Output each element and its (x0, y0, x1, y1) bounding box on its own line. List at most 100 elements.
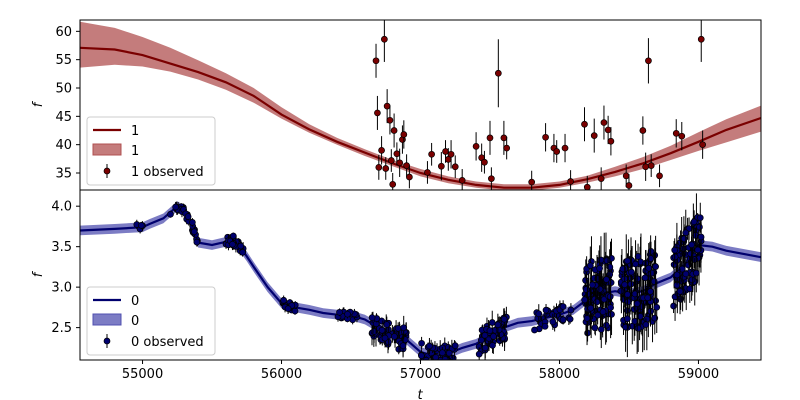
bottom-observed-point (634, 324, 642, 332)
bottom-observed-point (477, 336, 485, 344)
top-observed-point (437, 162, 445, 170)
bottom-observed-point (642, 321, 650, 328)
top-observed-point (406, 173, 413, 181)
bottom-observed-point (137, 222, 145, 229)
bottom-observed-point (697, 233, 705, 241)
bottom-observed-point (481, 331, 489, 339)
bottom-observed-point (586, 262, 594, 269)
top-observed-point (678, 132, 686, 140)
bottom-observed-point (603, 276, 610, 283)
top-observed-point (442, 148, 449, 155)
bottom-observed-point (399, 342, 407, 350)
top-observed-point (389, 180, 397, 188)
bottom-observed-point (632, 260, 639, 268)
bottom-legend: 0 0 0 observed (86, 286, 216, 356)
bottom-observed-point (429, 359, 434, 360)
top-plot-area (80, 20, 761, 190)
bottom-observed-point (486, 327, 494, 334)
top-observed-point (458, 177, 466, 184)
bottom-observed-point (597, 256, 605, 264)
top-observed-point (625, 182, 633, 189)
top-legend-point-swatch (103, 167, 111, 175)
top-legend-band-swatch (92, 143, 122, 156)
bottom-observed-point (394, 324, 402, 332)
top-observed-point (383, 102, 391, 110)
top-observed-point (447, 150, 455, 158)
bottom-observed-point (451, 342, 459, 349)
top-y-tick-label: 45 (55, 110, 72, 125)
bottom-observed-point (692, 269, 700, 277)
top-observed-point (386, 116, 394, 124)
top-y-tick-label: 55 (55, 53, 72, 68)
bottom-observed-point (589, 281, 596, 289)
top-observed-point (553, 148, 561, 155)
bottom-observed-point (608, 310, 615, 318)
bottom-observed-point (229, 240, 236, 248)
bottom-panel: 2.5 3.0 3.5 4.0 55000 56000 57000 58000 59000 f… (31, 189, 762, 400)
top-observed-point (622, 172, 630, 180)
top-observed-point (393, 150, 401, 158)
bottom-observed-point (696, 223, 703, 231)
top-observed-point (528, 178, 536, 186)
top-y-tick-label: 50 (55, 82, 72, 97)
bottom-observed-point (652, 263, 659, 271)
top-observed-point (645, 57, 652, 65)
bottom-legend-observed-label: 0 observed (131, 335, 204, 350)
bottom-observed-point (280, 296, 288, 304)
top-observed-point (697, 35, 705, 43)
bottom-observed-point (623, 315, 631, 323)
bottom-observed-point (627, 280, 635, 288)
top-observed-point (375, 163, 383, 171)
bottom-plot-area (80, 193, 761, 360)
bottom-observed-point (633, 300, 641, 307)
bottom-observed-point (670, 302, 677, 310)
bottom-observed-point (678, 265, 686, 273)
bottom-observed-point (490, 332, 497, 340)
top-observed-point (581, 120, 588, 128)
bottom-observed-point (641, 274, 649, 282)
top-observed-point (503, 144, 511, 152)
bottom-legend-band-swatch (92, 313, 122, 326)
top-observed-point (387, 157, 395, 164)
top-observed-point (542, 133, 549, 141)
bottom-observed-point (383, 321, 391, 328)
x-tick-label: 57000 (400, 367, 441, 382)
x-axis-label: t (417, 388, 423, 400)
bottom-observed-point (368, 314, 376, 321)
bottom-observed-point (688, 276, 696, 283)
bottom-y-tick-label: 4.0 (51, 200, 72, 215)
bottom-observed-point (583, 315, 591, 322)
top-observed-point (656, 172, 663, 180)
bottom-observed-point (676, 288, 684, 295)
top-y-tick-label: 60 (55, 25, 72, 40)
top-observed-point (567, 178, 574, 185)
bottom-observed-point (400, 324, 408, 332)
top-observed-point (424, 169, 431, 176)
top-observed-point (428, 150, 435, 158)
top-observed-point (451, 163, 459, 171)
bottom-observed-points (133, 193, 705, 360)
bottom-observed-point (597, 326, 605, 333)
top-observed-point (494, 69, 502, 77)
bottom-observed-point (172, 203, 179, 211)
bottom-observed-point (439, 349, 446, 357)
bottom-observed-point (587, 304, 595, 312)
bottom-observed-point (190, 228, 198, 236)
bottom-x-ticks: 55000 56000 57000 58000 59000 (122, 360, 719, 382)
bottom-observed-point (582, 286, 590, 293)
top-observed-point (378, 146, 385, 154)
top-observed-point (481, 158, 488, 166)
bottom-legend-box (86, 286, 216, 356)
top-y-ticks: 35 40 45 50 55 60 (55, 25, 80, 182)
bottom-observed-point (441, 356, 449, 360)
top-y-tick-label: 35 (55, 167, 72, 182)
bottom-observed-point (284, 305, 292, 312)
bottom-observed-point (432, 354, 440, 360)
top-observed-point (472, 143, 480, 150)
bottom-observed-point (688, 241, 695, 249)
bottom-observed-point (673, 271, 681, 279)
top-observed-point (639, 127, 647, 134)
top-observed-point (396, 159, 404, 167)
bottom-observed-point (593, 298, 601, 306)
